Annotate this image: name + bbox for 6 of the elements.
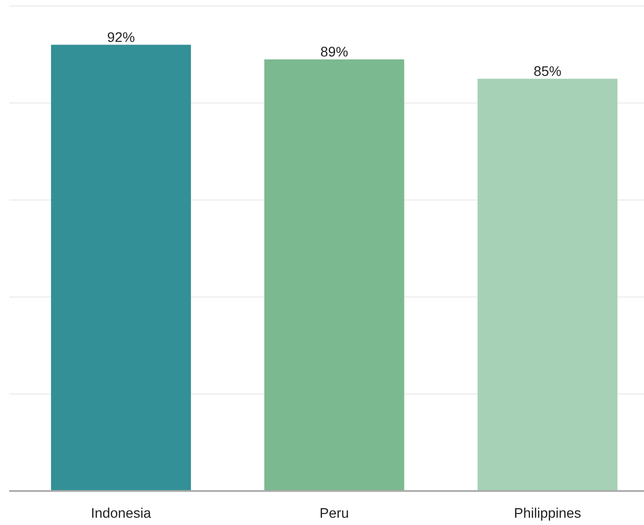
data-label: 89% [320, 46, 348, 57]
x-tick-label: Philippines [515, 508, 581, 521]
data-label: 92% [108, 32, 134, 42]
x-tick-label: Peru [320, 508, 348, 518]
x-tick-label: Indonesia [92, 508, 152, 518]
data-label: 85% [534, 66, 561, 76]
